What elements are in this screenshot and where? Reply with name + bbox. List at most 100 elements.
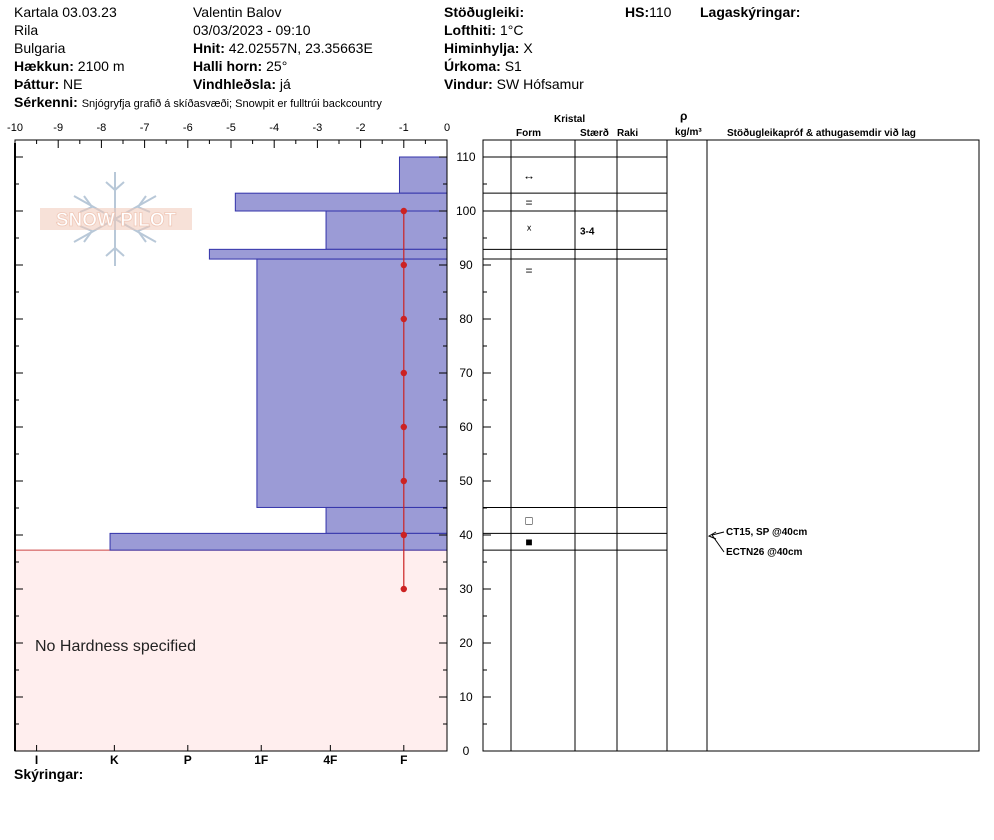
hardness-tick-label: 4F [323, 753, 337, 767]
stability-test-label: CT15, SP @40cm [726, 527, 807, 538]
snowpilot-wordmark: SNOW PILOT [40, 208, 192, 231]
elevation-label: Hækkun: [14, 58, 74, 74]
hardness-bar-3 [208, 248, 448, 260]
snowpilot-logo: SNOW PILOT [40, 172, 192, 266]
stability-test-label: ECTN26 @40cm [726, 547, 803, 558]
temp-tick-label: -10 [7, 122, 23, 134]
elevation: Hækkun: 2100 m [14, 58, 125, 75]
no-hardness-region [15, 550, 447, 751]
logo-banner [40, 208, 192, 230]
height-tick-label: 70 [459, 366, 473, 380]
air-temp-value: 1°C [499, 22, 524, 38]
rho-header: ρ [680, 109, 688, 123]
height-tick-label: 0 [463, 744, 470, 758]
range-name: Rila [14, 22, 39, 38]
precip-value: S1 [504, 58, 522, 74]
coords-label: Hnit: [193, 40, 225, 56]
slope-label: Halli horn: [193, 58, 263, 74]
snow-height: HS:110 [625, 4, 671, 21]
precipitation: Úrkoma: S1 [444, 58, 522, 75]
height-tick-label: 100 [456, 204, 476, 218]
crystal-header: Kristal [554, 114, 586, 125]
hardness-bar-5 [325, 506, 448, 534]
hardness-bar-4 [256, 258, 448, 508]
height-tick-label: 10 [459, 690, 473, 704]
moisture-header: Raki [617, 128, 639, 139]
features: Sérkenni: Snjógryfja grafið á skíðasvæði… [14, 94, 382, 113]
temp-tick-label: -9 [53, 122, 63, 134]
grain-form-symbol: ᕽ [526, 223, 532, 237]
no-hardness-text: No Hardness specified [35, 638, 196, 655]
wind-label: Vindur: [444, 76, 493, 92]
sky-value: X [523, 40, 533, 56]
form-header: Form [516, 128, 541, 139]
temp-tick-label: -3 [313, 122, 323, 134]
aspect: Þáttur: NE [14, 76, 82, 93]
temperature-point [400, 369, 407, 377]
height-tick-label: 80 [459, 312, 473, 326]
wind-loading-label: Vindhleðsla: [193, 76, 276, 92]
precip-label: Úrkoma: [444, 58, 501, 74]
wind: Vindur: SW Hófsamur [444, 76, 584, 93]
temp-tick-label: -6 [183, 122, 193, 134]
air-temp-label: Lofthiti: [444, 22, 497, 38]
height-tick-label: 30 [459, 582, 473, 596]
wind-loading: Vindhleðsla: já [193, 76, 291, 93]
grain-form-symbol: □ [525, 513, 532, 527]
observation-datetime: 03/03/2023 - 09:10 [193, 22, 311, 38]
temperature-point [400, 531, 407, 539]
height-tick-label: 90 [459, 258, 473, 272]
temp-tick-label: 0 [444, 122, 450, 134]
grain-size-value: 3-4 [580, 226, 595, 237]
tests-header: Stöðugleikapróf & athugasemdir við lag [727, 128, 916, 139]
height-tick-label: 50 [459, 474, 473, 488]
aspect-value: NE [63, 76, 83, 92]
temp-tick-label: -4 [269, 122, 279, 134]
layer-notes-label: Lagaskýringar: [700, 4, 801, 20]
hardness-bar-6 [109, 532, 448, 551]
hardness-tick-label: 1F [254, 753, 268, 767]
observer-name: Valentin Balov [193, 4, 282, 20]
temperature-point [400, 207, 407, 215]
location-title: Kartala 03.03.23 [14, 4, 117, 20]
layer-table-frame [482, 139, 980, 752]
wind-value: SW Hófsamur [496, 76, 584, 92]
hs-value: 110 [649, 4, 672, 20]
temperature-point [400, 261, 407, 269]
sky-cover: Himinhylja: X [444, 40, 533, 57]
features-label: Sérkenni: [14, 94, 78, 110]
temp-tick-label: -1 [399, 122, 409, 134]
height-tick-label: 20 [459, 636, 473, 650]
grain-form-symbol: ■ [525, 535, 532, 549]
temp-tick-label: -8 [97, 122, 107, 134]
temperature-point [400, 477, 407, 485]
coordinates: Hnit: 42.02557N, 23.35663E [193, 40, 373, 57]
temperature-point [400, 423, 407, 431]
density-unit-header: kg/m³ [675, 127, 702, 138]
logo-text: SNOW PILOT [56, 210, 177, 231]
features-value: Snjógryfja grafið á skíðasvæði; Snowpit … [81, 98, 382, 110]
hardness-tick-label: F [400, 753, 407, 767]
wind-loading-value: já [279, 76, 291, 92]
grain-form-symbol: = [525, 195, 532, 209]
grain-form-symbol: = [525, 263, 532, 277]
hardness-tick-label: I [35, 753, 38, 767]
temp-tick-label: -7 [140, 122, 150, 134]
hardness-bar-1 [234, 192, 448, 212]
stability-label: Stöðugleiki: [444, 4, 525, 20]
hs-label: HS: [625, 4, 650, 20]
sky-label: Himinhylja: [444, 40, 520, 56]
temperature-point [400, 585, 407, 593]
legend-label: Skýringar: [14, 766, 84, 782]
hardness-tick-label: K [110, 753, 119, 767]
hardness-bar-2 [325, 210, 448, 250]
elevation-value: 2100 m [77, 58, 125, 74]
grain-form-symbol: ↔ [523, 168, 535, 182]
country-name: Bulgaria [14, 40, 66, 56]
height-tick-label: 40 [459, 528, 473, 542]
test-arrowhead [707, 531, 717, 540]
test-pointer-line [711, 531, 725, 536]
air-temperature: Lofthiti: 1°C [444, 22, 523, 39]
temp-tick-label: -5 [226, 122, 236, 134]
